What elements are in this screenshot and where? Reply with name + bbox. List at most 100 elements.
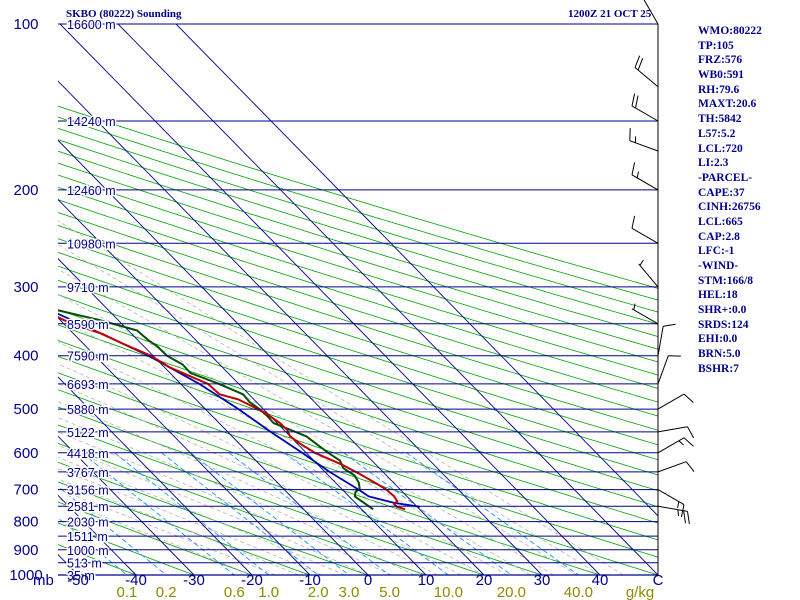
pressure-unit-label: mb [33,572,54,589]
moist-adiabat [58,341,508,575]
stat-item: CAP:2.8 [698,230,740,243]
pressure-label: 600 [13,445,38,462]
height-label: 10980 m [67,237,116,251]
mixing-ratio-line [406,452,579,575]
wind-barb-staff [631,227,659,244]
stat-item: BSHR:7 [698,362,739,375]
moist-adiabat [58,318,531,575]
temp-tick-label: -40 [125,572,147,589]
moist-adiabat [58,417,415,575]
wind-barb-feather [631,162,636,176]
mixing-ratio-label: 5.0 [379,584,400,600]
stat-item: TP:105 [698,39,734,52]
stat-item: CINH:26756 [698,201,761,214]
pressure-label: 900 [13,542,38,559]
height-label: 16600 m [67,18,116,32]
wind-barb-staff [657,426,688,433]
moist-adiabat [58,431,392,575]
wind-barb [657,355,681,385]
wind-barb-feather [631,93,636,107]
mixing-ratio-label: 0.2 [156,584,177,600]
wind-barb-staff [657,355,669,385]
height-label: 9710 m [67,281,109,295]
wind-barb-staff [631,174,659,191]
wind-barb-half-feather [678,440,684,446]
mixing-ratio-label: 0.1 [116,584,137,600]
stats-panel: WMO:80222 TP:105 FRZ:576 WB0:591 RH:79.6 MAXT… [698,24,800,377]
wind-barb [631,93,659,122]
temp-tick-label: -50 [67,572,89,589]
wind-barb [657,461,695,473]
moist-adiabat [58,293,554,575]
mixing-ratio-label: 3.0 [338,584,359,600]
isotherm [58,258,369,575]
height-label: 12460 m [67,184,116,198]
wind-barb-staff [657,437,685,454]
isotherm [58,198,427,575]
stat-item: MAXT:20.6 [698,98,757,111]
wind-barb [631,162,659,191]
stat-item: L57:5.2 [698,127,736,140]
mixing-ratio-label: 10.0 [434,584,463,600]
mixing-ratio-label: 20.0 [497,584,526,600]
sounding-time: 1200Z 21 OCT 25 [568,8,652,20]
temp-tick-label: 10 [418,572,435,589]
moist-adiabat [58,468,322,575]
stat-item: BRN:5.0 [698,348,741,361]
height-label: 7590 m [67,350,109,364]
wind-barb-staff [657,489,685,506]
height-label: 14240 m [67,115,116,129]
pressure-label: 400 [13,348,38,365]
wind-barb-feather [685,461,695,472]
isotherm [117,24,658,575]
wind-barb-feather [663,323,676,327]
height-label: 5122 m [67,426,109,440]
stat-item: FRZ:576 [698,54,743,67]
wind-barb-staff [643,0,659,25]
wind-barb-feather [680,504,685,518]
mixing-ratio-label: 0.6 [224,584,245,600]
pressure-label: 700 [13,482,38,499]
isotherm [58,80,543,575]
stat-item: LCL:665 [698,215,743,228]
temperature-profile [58,316,406,511]
mixing-unit-label: g/kg [626,584,654,600]
wind-barb-feather [683,393,694,403]
wind-barb-staff [657,393,685,410]
pressure-label: 100 [13,16,38,33]
stat-item: RH:79.6 [698,83,740,96]
mixing-ratio-label: 40.0 [564,584,593,600]
temp-tick-label: 20 [476,572,493,589]
height-label: 4418 m [67,447,109,461]
wind-barb [631,303,659,325]
height-label: 3767 m [67,466,109,480]
wind-barb-staff [629,140,659,152]
dewpoint-profile [58,309,374,511]
isotherm [58,376,253,575]
pressure-label: 200 [13,182,38,199]
wind-barb-half-feather [639,259,644,266]
wind-barb-half-feather [636,171,639,179]
isotherm [59,24,601,575]
wind-barb-half-feather [677,509,680,516]
moist-adiabat [58,268,578,575]
stat-item: HEL:18 [698,289,738,302]
wind-barb [638,259,659,288]
wind-barb [643,0,659,25]
temp-tick-label: 30 [534,572,551,589]
plot-area [58,24,658,575]
height-label: 2030 m [67,516,109,530]
wind-barb-feather [687,426,695,439]
temp-tick-label: C [653,572,664,589]
wind-barb [629,128,659,152]
temp-tick-label: -30 [183,572,205,589]
stat-item: SRDS:124 [698,318,749,331]
wind-barb [657,323,676,356]
wind-barb [657,505,690,524]
mixing-ratio-line [343,452,512,575]
stat-item: LCL:720 [698,142,743,155]
isotherm [175,24,658,517]
wind-barb [634,55,659,88]
wind-barb-feather [637,58,644,71]
